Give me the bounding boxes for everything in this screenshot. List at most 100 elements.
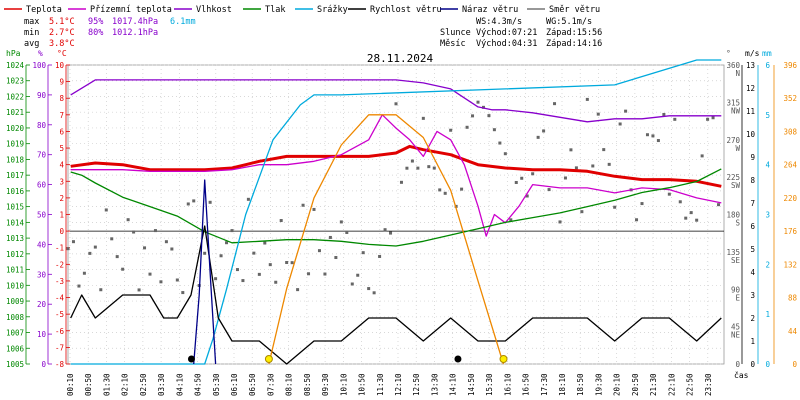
axis-label-ms: 5 bbox=[750, 245, 755, 254]
axis-label-degc: -1 bbox=[55, 244, 64, 253]
time-tick-label: 11:30 bbox=[376, 373, 385, 396]
axis-label-dir: SW bbox=[731, 181, 741, 190]
wind-direction-point bbox=[378, 254, 382, 258]
axis-label-mm: 1 bbox=[765, 310, 770, 319]
time-tick-label: 22:50 bbox=[686, 373, 695, 396]
axis-label-degc: -4 bbox=[55, 294, 65, 303]
time-tick-label: 15:30 bbox=[485, 373, 494, 396]
wind-direction-point bbox=[481, 105, 485, 109]
axis-label-solar: 44 bbox=[788, 327, 798, 336]
axis-label-solar: 132 bbox=[783, 260, 797, 269]
axis-label-dir: N bbox=[735, 69, 740, 78]
wind-direction-point bbox=[492, 128, 496, 132]
axis-label-hpa: 1016 bbox=[6, 187, 25, 196]
wind-direction-point bbox=[241, 279, 245, 283]
wind-direction-point bbox=[662, 112, 666, 116]
wind-direction-point bbox=[635, 218, 639, 222]
axis-label-ms: 4 bbox=[750, 268, 755, 277]
axis-label-ms: 8 bbox=[750, 176, 755, 185]
wind-direction-point bbox=[214, 277, 218, 281]
time-tick-label: 14:10 bbox=[449, 373, 458, 396]
axis-label-ms: 0 bbox=[750, 360, 755, 369]
time-tick-label: 00:50 bbox=[84, 373, 93, 396]
unit-pct: % bbox=[38, 49, 43, 58]
wind-direction-point bbox=[77, 284, 81, 288]
wind-direction-point bbox=[82, 271, 86, 275]
axis-label-mm: 2 bbox=[765, 260, 770, 269]
wind-direction-point bbox=[137, 288, 141, 292]
wind-direction-point bbox=[246, 197, 250, 201]
wind-direction-point bbox=[296, 288, 300, 292]
axis-label-dir: NE bbox=[731, 331, 741, 340]
series-sr-ky bbox=[70, 59, 722, 365]
wind-direction-point bbox=[192, 199, 196, 203]
wind-direction-point bbox=[301, 203, 305, 207]
unit-degc: °C bbox=[57, 49, 67, 58]
axis-label-ms: 3 bbox=[750, 291, 755, 300]
axis-label-ms: 6 bbox=[750, 222, 755, 231]
wind-direction-point bbox=[405, 166, 409, 170]
wind-direction-point bbox=[334, 256, 338, 260]
axis-label-pct: 20 bbox=[37, 300, 47, 309]
time-tick-label: 12:50 bbox=[412, 373, 421, 396]
axis-label-deg: 45 bbox=[731, 323, 740, 332]
wind-direction-point bbox=[689, 211, 693, 215]
axis-label-ms: 7 bbox=[750, 199, 755, 208]
axis-label-mm: 4 bbox=[765, 161, 770, 170]
series-teplota bbox=[70, 144, 722, 188]
axis-label-deg: 315 bbox=[726, 98, 740, 107]
time-tick-label: 10:50 bbox=[358, 373, 367, 396]
stats-max-temp: 5.1°C bbox=[49, 17, 75, 27]
axis-label-degc: 6 bbox=[59, 127, 64, 136]
legend-label: Náraz větru bbox=[462, 5, 518, 15]
axis-label-solar: 0 bbox=[792, 360, 797, 369]
wind-direction-point bbox=[678, 200, 682, 204]
axis-label-pct: 80 bbox=[37, 121, 47, 130]
wind-direction-point bbox=[159, 280, 163, 284]
wind-direction-point bbox=[175, 278, 179, 282]
wind-direction-point bbox=[399, 180, 403, 184]
info-moon-label: Měsíc bbox=[440, 39, 466, 49]
wind-direction-point bbox=[394, 102, 398, 106]
wind-direction-point bbox=[328, 235, 332, 239]
wind-direction-point bbox=[410, 159, 414, 163]
wind-direction-point bbox=[536, 135, 540, 139]
axis-label-degc: 8 bbox=[59, 94, 64, 103]
axis-label-hpa: 1018 bbox=[6, 155, 25, 164]
wind-direction-point bbox=[257, 272, 261, 276]
wind-direction-point bbox=[126, 218, 130, 222]
series bbox=[66, 59, 722, 365]
wind-direction-point bbox=[235, 268, 239, 272]
axis-label-deg: 90 bbox=[731, 285, 741, 294]
time-tick-label: 06:10 bbox=[230, 373, 239, 396]
unit-deg: ° bbox=[726, 49, 731, 58]
wind-direction-point bbox=[520, 176, 524, 180]
wind-direction-point bbox=[110, 237, 114, 241]
axis-label-solar: 396 bbox=[783, 61, 797, 70]
wind-direction-point bbox=[290, 261, 294, 265]
wind-direction-point bbox=[476, 100, 480, 104]
wind-direction-point bbox=[569, 148, 573, 152]
wind-direction-point bbox=[263, 241, 267, 245]
axis-label-pct: 40 bbox=[37, 240, 47, 249]
axis-label-hpa: 1009 bbox=[6, 297, 24, 306]
wind-direction-point bbox=[339, 220, 343, 224]
wind-direction-point bbox=[367, 287, 371, 291]
wind-direction-point bbox=[525, 194, 529, 198]
time-tick-label: 19:30 bbox=[594, 373, 603, 396]
axis-label-pct: 60 bbox=[37, 181, 47, 190]
wind-direction-point bbox=[132, 230, 136, 234]
axis-label-solar: 264 bbox=[783, 161, 797, 170]
wind-direction-point bbox=[667, 192, 671, 196]
wind-direction-point bbox=[389, 231, 393, 235]
time-tick-label: 04:10 bbox=[175, 373, 184, 396]
stats-rain: 6.1mm bbox=[170, 17, 196, 27]
wind-direction-point bbox=[93, 245, 97, 249]
time-tick-label: 05:30 bbox=[212, 373, 221, 396]
wind-direction-point bbox=[164, 240, 168, 244]
axis-label-hpa: 1005 bbox=[6, 360, 24, 369]
stats-min-hum: 80% bbox=[88, 28, 103, 38]
wind-direction-point bbox=[449, 128, 453, 132]
wind-direction-point bbox=[285, 261, 289, 265]
wind-direction-point bbox=[656, 139, 660, 143]
